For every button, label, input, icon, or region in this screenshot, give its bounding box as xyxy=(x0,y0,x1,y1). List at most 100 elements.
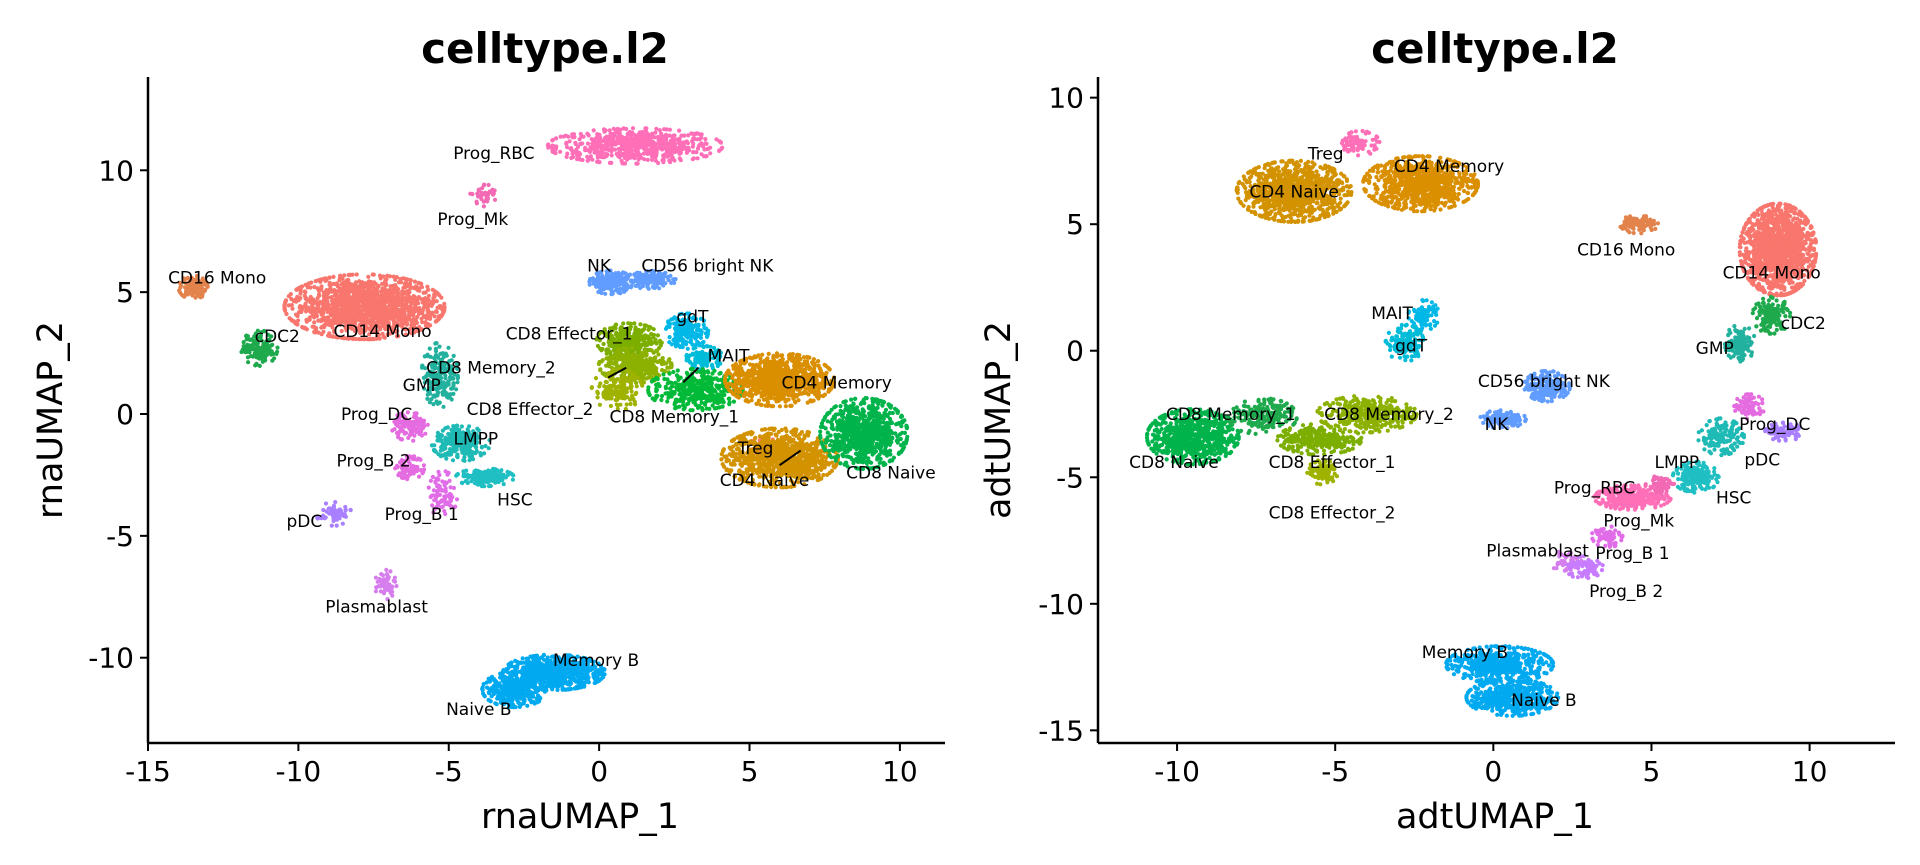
data-point xyxy=(593,138,598,143)
data-point xyxy=(346,295,352,300)
data-point xyxy=(398,436,403,442)
data-point xyxy=(576,144,581,149)
data-point xyxy=(487,484,492,489)
data-point xyxy=(526,682,531,687)
data-point xyxy=(337,316,342,321)
data-point xyxy=(607,160,613,165)
data-point xyxy=(691,156,697,161)
data-point xyxy=(438,432,443,437)
data-point xyxy=(290,306,295,311)
data-point xyxy=(650,157,655,162)
data-point xyxy=(516,669,521,674)
data-point xyxy=(340,299,345,304)
data-point xyxy=(634,135,639,140)
data-point xyxy=(542,664,547,669)
data-point xyxy=(387,314,392,319)
data-point xyxy=(304,327,309,332)
data-point xyxy=(591,671,597,677)
data-point xyxy=(379,296,385,302)
data-point xyxy=(617,133,622,138)
data-point xyxy=(652,135,657,140)
data-point xyxy=(597,276,602,281)
data-point xyxy=(609,143,614,148)
data-point xyxy=(368,306,373,312)
data-point xyxy=(595,153,601,158)
data-point xyxy=(614,288,619,293)
data-point xyxy=(187,285,192,290)
data-point xyxy=(402,291,407,296)
data-point xyxy=(378,276,383,281)
data-point xyxy=(411,414,417,420)
data-point xyxy=(566,134,571,139)
data-point xyxy=(445,441,450,446)
data-point xyxy=(336,303,341,308)
data-point xyxy=(368,310,373,315)
cluster-points xyxy=(468,182,498,209)
data-point xyxy=(366,274,371,279)
cluster-points xyxy=(177,273,210,300)
data-point xyxy=(612,283,617,288)
data-point xyxy=(482,451,487,456)
data-point xyxy=(382,588,387,594)
data-point xyxy=(657,280,662,285)
data-point xyxy=(691,149,696,155)
data-point xyxy=(599,672,604,677)
data-point xyxy=(444,494,449,499)
data-point xyxy=(627,129,633,135)
data-point xyxy=(323,278,328,283)
data-point xyxy=(613,147,618,152)
data-point xyxy=(331,503,337,508)
data-point xyxy=(450,386,455,391)
data-point xyxy=(565,145,570,150)
data-point xyxy=(511,690,517,695)
data-point xyxy=(437,438,442,443)
data-point xyxy=(505,469,510,474)
data-point xyxy=(618,286,623,291)
data-point xyxy=(509,669,515,674)
data-point xyxy=(570,151,575,156)
data-point xyxy=(702,147,707,152)
data-point xyxy=(374,316,379,321)
data-point xyxy=(440,453,445,458)
data-point xyxy=(586,157,591,162)
data-point xyxy=(506,666,511,671)
data-point xyxy=(532,673,538,678)
data-point xyxy=(421,290,426,295)
data-point xyxy=(657,128,662,133)
data-point xyxy=(653,148,658,153)
data-point xyxy=(621,151,626,156)
data-point xyxy=(442,305,447,310)
data-point xyxy=(275,349,280,354)
data-point xyxy=(699,132,704,137)
data-point xyxy=(706,146,711,151)
data-point xyxy=(183,293,188,298)
data-point xyxy=(644,131,650,136)
data-point xyxy=(649,133,655,138)
data-point xyxy=(369,283,374,288)
data-point xyxy=(701,339,706,345)
data-point xyxy=(556,676,561,682)
data-point xyxy=(671,133,676,138)
data-point xyxy=(570,148,575,153)
data-point xyxy=(433,346,438,351)
data-point xyxy=(298,291,303,296)
data-point xyxy=(676,146,681,151)
data-point xyxy=(313,279,318,284)
data-point xyxy=(546,664,552,669)
data-point xyxy=(474,201,479,206)
data-point xyxy=(479,196,484,202)
data-point xyxy=(445,392,451,397)
data-point xyxy=(513,658,518,664)
data-point xyxy=(247,343,252,348)
data-point xyxy=(615,152,620,158)
data-point xyxy=(416,423,421,428)
data-point xyxy=(323,306,328,311)
data-point xyxy=(382,584,387,590)
data-point xyxy=(410,463,415,469)
data-point xyxy=(479,192,484,197)
data-point xyxy=(342,295,347,300)
data-point xyxy=(360,301,365,306)
data-point xyxy=(413,303,418,308)
data-point xyxy=(421,418,427,423)
data-point xyxy=(358,312,364,318)
